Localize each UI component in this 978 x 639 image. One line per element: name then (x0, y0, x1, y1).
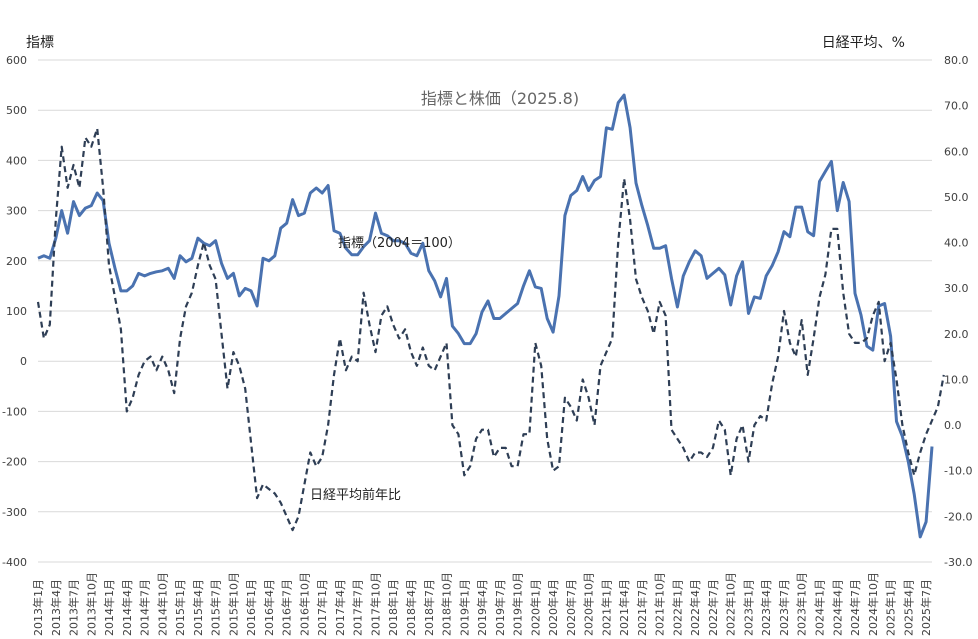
x-tick-label: 2022年1月 (670, 579, 684, 636)
right-axis-title: 日経平均、% (822, 35, 905, 51)
x-tick-label: 2023年10月 (795, 572, 809, 636)
right-tick-label: -10.0 (944, 465, 972, 478)
x-tick-label: 2025年7月 (919, 579, 933, 636)
right-tick-label: 40.0 (944, 237, 969, 250)
x-tick-label: 2014年7月 (138, 579, 152, 636)
x-tick-label: 2021年4月 (617, 579, 631, 636)
right-tick-label: 10.0 (944, 373, 969, 386)
x-tick-label: 2013年7月 (67, 579, 81, 636)
x-tick-label: 2017年1月 (315, 579, 329, 636)
x-tick-label: 2022年4月 (688, 579, 702, 636)
left-axis-title: 指標 (26, 35, 54, 51)
left-axis-ticks: 600 500 400 300 200 100 0 -100 -200 -300 -400 (2, 54, 27, 569)
left-tick-label: -400 (2, 556, 27, 569)
right-tick-label: 0.0 (944, 419, 962, 432)
x-tick-label: 2023年1月 (741, 579, 755, 636)
nikkei-series-label: 日経平均前年比 (310, 487, 401, 503)
left-tick-label: -300 (2, 506, 27, 519)
left-tick-label: 200 (6, 255, 27, 268)
right-tick-label: 80.0 (944, 54, 969, 67)
x-tick-label: 2014年4月 (120, 579, 134, 636)
index-series-line (37, 93, 934, 539)
x-tick-label: 2014年10月 (155, 572, 169, 636)
series-lines (36, 93, 945, 539)
gridlines (38, 59, 932, 563)
x-tick-label: 2015年4月 (191, 579, 205, 636)
x-tick-label: 2018年4月 (404, 579, 418, 636)
chart-title: 指標と株価（2025.8) (421, 89, 579, 108)
right-tick-label: 60.0 (944, 145, 969, 158)
left-tick-label: 400 (6, 154, 27, 167)
x-tick-label: 2022年7月 (706, 579, 720, 636)
left-tick-label: 100 (6, 305, 27, 318)
x-tick-label: 2016年1月 (244, 579, 258, 636)
x-tick-label: 2019年1月 (457, 579, 471, 636)
x-tick-label: 2024年7月 (848, 579, 862, 636)
x-tick-label: 2015年10月 (226, 572, 240, 636)
left-tick-label: 0 (20, 355, 27, 368)
x-tick-label: 2024年10月 (866, 572, 880, 636)
right-tick-label: 20.0 (944, 328, 969, 341)
right-axis-ticks: 80.0 70.0 60.0 50.0 40.0 30.0 20.0 10.0 0.0 -10.0… (944, 54, 972, 569)
x-tick-label: 2013年4月 (49, 579, 63, 636)
x-tick-label: 2019年7月 (493, 579, 507, 636)
x-tick-label: 2025年1月 (884, 579, 898, 636)
x-axis-ticks: 2013年1月 2013年4月 2013年7月 2013年10月 2014年1月 2014… (31, 572, 933, 636)
x-tick-label: 2021年1月 (599, 579, 613, 636)
right-tick-label: -30.0 (944, 556, 972, 569)
x-tick-label: 2018年10月 (440, 572, 454, 636)
x-tick-label: 2020年4月 (546, 579, 560, 636)
x-tick-label: 2023年7月 (777, 579, 791, 636)
x-tick-label: 2019年10月 (511, 572, 525, 636)
x-tick-label: 2019年4月 (475, 579, 489, 636)
left-tick-label: 600 (6, 54, 27, 67)
right-tick-label: 30.0 (944, 282, 969, 295)
nikkei-yoy-series-line (36, 127, 945, 532)
x-tick-label: 2020年10月 (582, 572, 596, 636)
x-tick-label: 2020年7月 (564, 579, 578, 636)
x-tick-label: 2020年1月 (528, 579, 542, 636)
x-tick-label: 2025年4月 (901, 579, 915, 636)
index-series-label: 指標（2004＝100） (338, 236, 461, 251)
x-tick-label: 2023年4月 (759, 579, 773, 636)
x-tick-label: 2013年1月 (31, 579, 45, 636)
right-tick-label: -20.0 (944, 510, 972, 523)
left-tick-label: -100 (2, 405, 27, 418)
right-tick-label: 70.0 (944, 100, 969, 113)
x-tick-label: 2024年4月 (830, 579, 844, 636)
x-tick-label: 2014年1月 (102, 579, 116, 636)
x-tick-label: 2022年10月 (724, 572, 738, 636)
x-tick-label: 2017年10月 (368, 572, 382, 636)
x-tick-label: 2021年10月 (653, 572, 667, 636)
x-tick-label: 2016年10月 (297, 572, 311, 636)
x-tick-label: 2024年1月 (813, 579, 827, 636)
x-tick-label: 2017年7月 (351, 579, 365, 636)
x-tick-label: 2015年1月 (173, 579, 187, 636)
x-tick-label: 2015年7月 (209, 579, 223, 636)
right-tick-label: 50.0 (944, 191, 969, 204)
x-tick-label: 2017年4月 (333, 579, 347, 636)
x-tick-label: 2021年7月 (635, 579, 649, 636)
left-tick-label: 300 (6, 205, 27, 218)
x-tick-label: 2016年7月 (280, 579, 294, 636)
x-tick-label: 2018年1月 (386, 579, 400, 636)
x-tick-label: 2018年7月 (422, 579, 436, 636)
x-tick-label: 2016年4月 (262, 579, 276, 636)
left-tick-label: -200 (2, 456, 27, 469)
x-tick-label: 2013年10月 (84, 572, 98, 636)
left-tick-label: 500 (6, 104, 27, 117)
